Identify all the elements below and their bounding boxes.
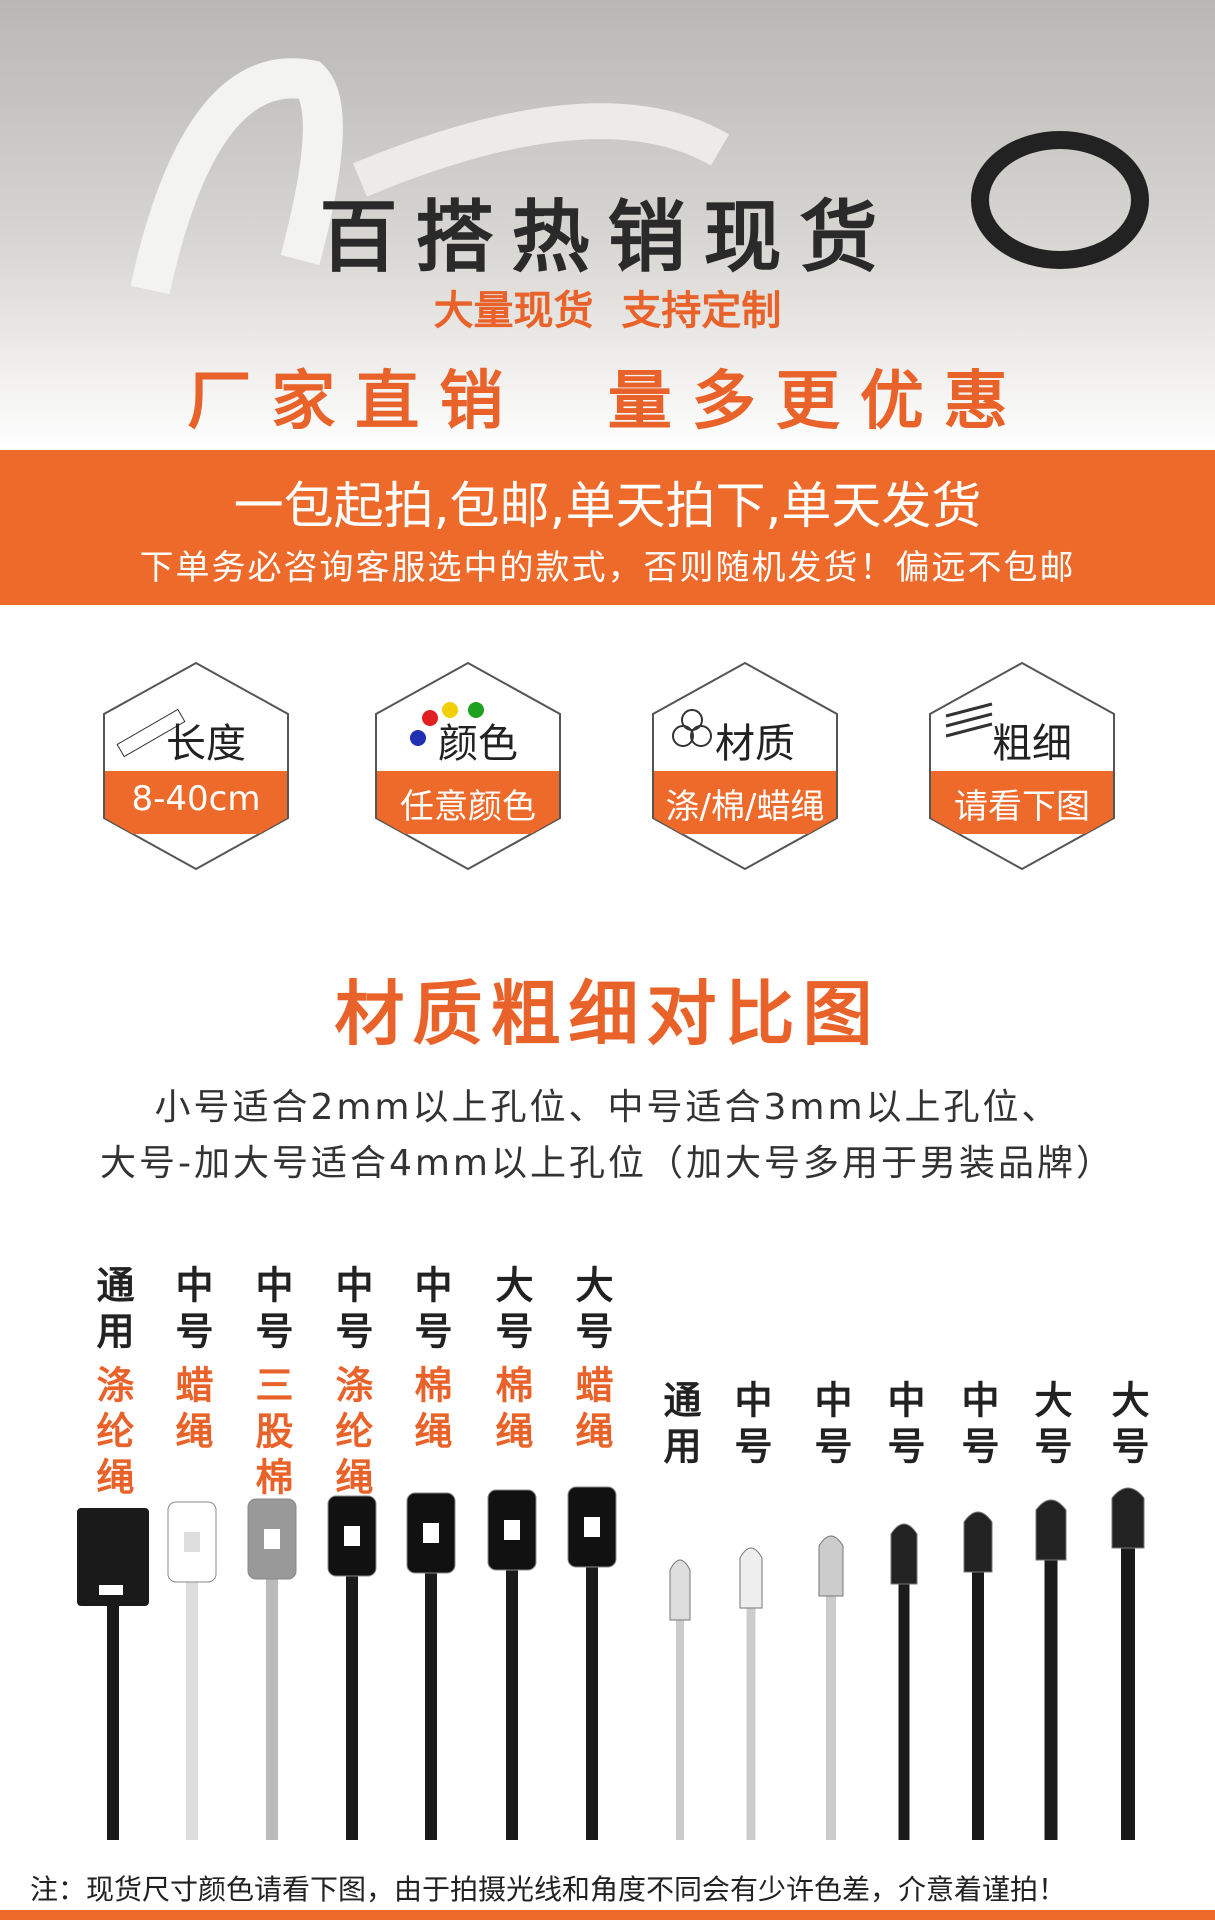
tag-hole bbox=[99, 1585, 123, 1595]
banner-line: 下单务必咨询客服选中的款式，否则随机发货！偏远不包邮 bbox=[139, 548, 1076, 588]
size-label: 大号 bbox=[1105, 1380, 1149, 1472]
tag-hole bbox=[184, 1532, 200, 1552]
color-dot bbox=[442, 702, 458, 718]
line-icon bbox=[945, 712, 993, 728]
feature-value: 任意颜色 bbox=[400, 787, 536, 827]
size-label: 大号 bbox=[489, 1265, 533, 1357]
tag-hole bbox=[264, 1529, 280, 1549]
section-title: 材质粗细对比图 bbox=[334, 973, 881, 1055]
slogan: 厂家直销 量多更优惠 bbox=[187, 365, 1028, 439]
description: 小号适合2mm以上孔位、中号适合3mm以上孔位、 bbox=[154, 1087, 1061, 1128]
tag-head bbox=[890, 1523, 918, 1585]
line-icon bbox=[945, 702, 993, 718]
feature-value: 8-40cm bbox=[131, 779, 261, 819]
material-label: 棉绳 bbox=[489, 1365, 533, 1457]
material-label: 蜡绳 bbox=[169, 1365, 213, 1457]
size-label: 中号 bbox=[169, 1265, 213, 1357]
feature-name: 粗细 bbox=[992, 721, 1072, 767]
description: 大号-加大号适合4mm以上孔位（加大号多用于男装品牌） bbox=[99, 1143, 1116, 1184]
tag-hole bbox=[504, 1520, 520, 1540]
hexagon-band bbox=[377, 771, 559, 834]
tag-head bbox=[739, 1547, 763, 1609]
tag-hole bbox=[423, 1523, 439, 1543]
size-label: 大号 bbox=[1028, 1380, 1072, 1472]
roll-icon bbox=[681, 709, 703, 731]
size-label: 大号 bbox=[569, 1265, 613, 1357]
hexagon-band bbox=[931, 771, 1113, 834]
tag-head bbox=[669, 1559, 691, 1621]
size-label: 中号 bbox=[808, 1380, 852, 1472]
hero-background bbox=[0, 0, 1215, 450]
size-label: 中号 bbox=[249, 1265, 293, 1357]
scissors bbox=[971, 131, 1149, 269]
material-label: 棉绳 bbox=[408, 1365, 452, 1457]
tag-head bbox=[1035, 1499, 1067, 1561]
feature-name: 颜色 bbox=[438, 721, 518, 767]
banner-line: 一包起拍,包邮,单天拍下,单天发货 bbox=[233, 477, 982, 535]
tag-head bbox=[963, 1511, 993, 1573]
size-label: 中号 bbox=[955, 1380, 999, 1472]
material-label: 涤纶绳 bbox=[329, 1365, 373, 1503]
tag-head bbox=[1111, 1487, 1145, 1549]
banner bbox=[0, 450, 1215, 605]
size-label: 通用 bbox=[90, 1265, 134, 1357]
size-label: 中号 bbox=[881, 1380, 925, 1472]
note: 注：现货尺寸颜色请看下图，由于拍摄光线和角度不同会有少许色差，介意着谨拍！ bbox=[30, 1873, 1067, 1906]
size-label: 通用 bbox=[657, 1380, 701, 1472]
color-dot bbox=[410, 730, 426, 746]
feature-value: 请看下图 bbox=[954, 787, 1090, 827]
feature-name: 长度 bbox=[166, 721, 246, 767]
material-label: 涤纶绳 bbox=[90, 1365, 134, 1503]
size-label: 中号 bbox=[408, 1265, 452, 1357]
hexagon-band bbox=[654, 771, 836, 834]
color-dot bbox=[468, 702, 484, 718]
tag-hole bbox=[344, 1526, 360, 1546]
hexagon-band bbox=[105, 771, 287, 834]
subtitle: 大量现货 支持定制 bbox=[433, 288, 782, 334]
size-label: 中号 bbox=[728, 1380, 772, 1472]
footer-bar bbox=[0, 1910, 1215, 1920]
tape-measure bbox=[353, 103, 730, 197]
title: 百搭热销现货 bbox=[319, 193, 896, 283]
tape-measure bbox=[130, 58, 343, 295]
feature-name: 材质 bbox=[715, 721, 795, 767]
ruler-icon bbox=[116, 708, 186, 758]
tag-hole bbox=[584, 1517, 600, 1537]
material-label: 三股棉 bbox=[249, 1365, 293, 1503]
feature-value: 涤/棉/蜡绳 bbox=[665, 787, 825, 827]
tag-head bbox=[77, 1508, 149, 1606]
size-label: 中号 bbox=[329, 1265, 373, 1357]
material-label: 蜡绳 bbox=[569, 1365, 613, 1457]
tag-head bbox=[818, 1535, 844, 1597]
color-dot bbox=[422, 710, 438, 726]
line-icon bbox=[945, 722, 993, 738]
